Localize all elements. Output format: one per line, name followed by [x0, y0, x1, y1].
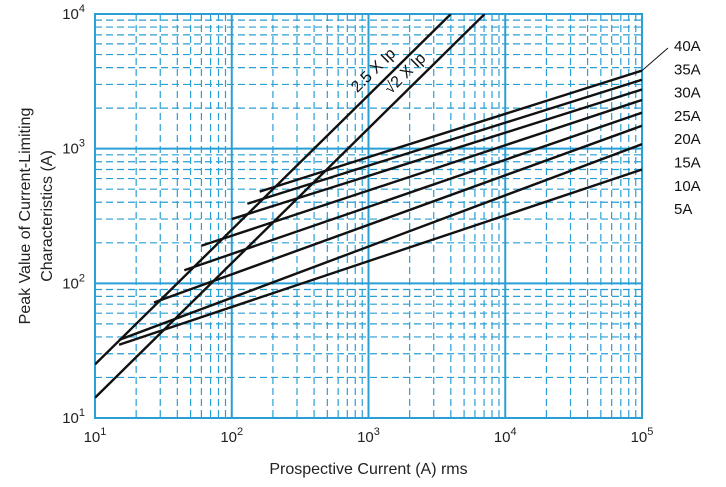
tick-labels: 101 102 103 104 105 101 102 103 104 [62, 3, 653, 446]
y-tick-label: 101 [62, 407, 85, 427]
series-label-20a: 20A [674, 131, 701, 148]
series-label-35a: 35A [674, 61, 701, 78]
x-tick-label: 102 [220, 426, 243, 446]
series-label-15a: 15A [674, 155, 701, 172]
ref-sqrt2-line [95, 14, 486, 399]
series-label-25a: 25A [674, 108, 701, 125]
series-line-40a [259, 69, 642, 193]
y-axis-label-line: Peak Value of Current-Limiting [17, 108, 34, 325]
x-axis-label: Prospective Current (A) rms [269, 461, 467, 478]
y-axis-label: Peak Value of Current-Limiting Characteri… [17, 108, 56, 325]
y-axis-label-line: Characteristics (A) [39, 150, 56, 282]
y-tick-label: 102 [62, 272, 85, 292]
series-label-5a: 5A [674, 201, 692, 218]
series-line-25a [201, 98, 642, 247]
ref-2-5-line [95, 14, 452, 366]
series-line-10a [118, 143, 642, 342]
grid [94, 14, 642, 419]
series-layer [95, 14, 642, 399]
x-tick-label: 105 [631, 426, 654, 446]
series-line-15a [153, 124, 642, 304]
series-line-20a [183, 111, 642, 272]
series-line-35a [246, 78, 642, 205]
series-label-30a: 30A [674, 85, 701, 102]
x-tick-label: 104 [494, 426, 517, 446]
x-tick-label: 103 [357, 426, 380, 446]
series-label-10a: 10A [674, 178, 701, 195]
plot-frame [94, 13, 643, 419]
series-line-30a [231, 88, 642, 221]
x-tick-label: 101 [84, 426, 107, 446]
y-tick-label: 103 [62, 138, 85, 158]
label-leader-40a [641, 47, 669, 71]
series-label-40a: 40A [674, 38, 701, 55]
series-line-5a [118, 168, 642, 346]
y-tick-label: 104 [62, 3, 85, 23]
